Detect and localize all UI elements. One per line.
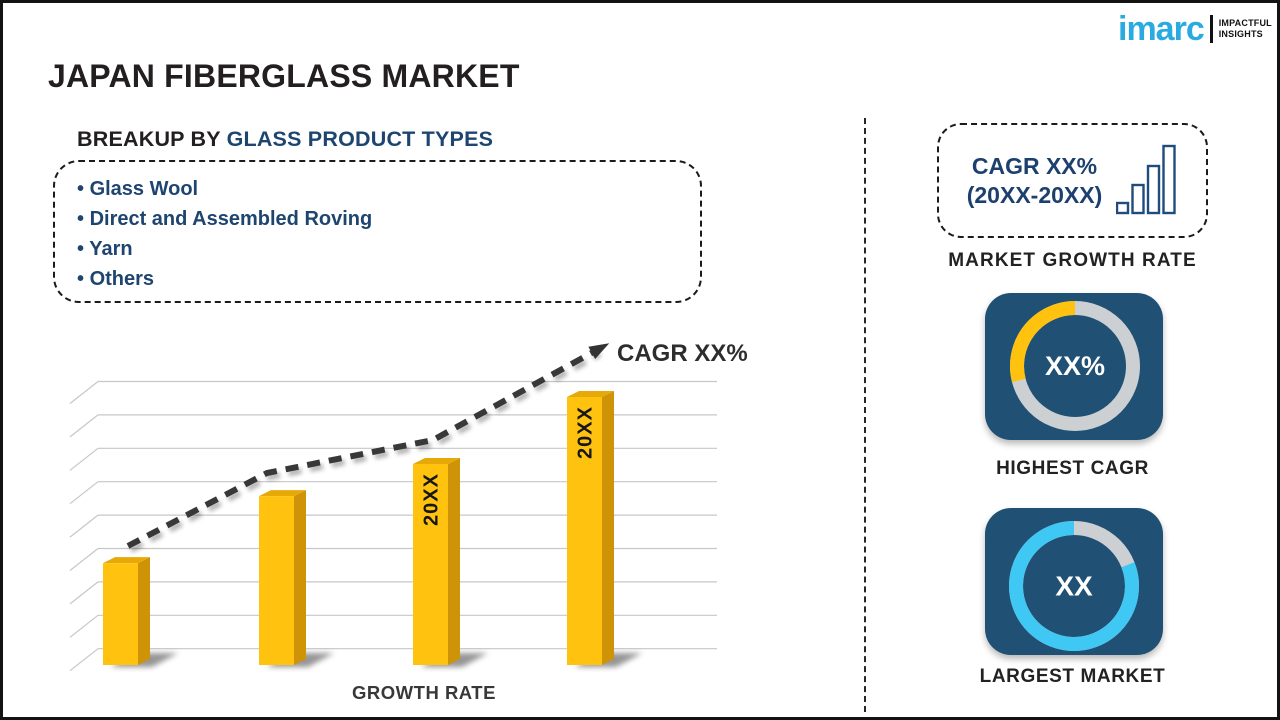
bar — [103, 563, 138, 665]
x-axis-label: GROWTH RATE — [352, 682, 496, 703]
cagr-box: CAGR XX% (20XX-20XX) — [937, 123, 1208, 238]
highest-cagr-label: HIGHEST CAGR — [996, 458, 1149, 479]
breakup-heading: BREAKUP BY GLASS PRODUCT TYPES — [77, 127, 493, 152]
page-title: JAPAN FIBERGLASS MARKET — [48, 58, 520, 94]
bar — [567, 397, 602, 665]
bar — [259, 496, 294, 665]
cagr-value: CAGR XX% — [971, 152, 1098, 179]
list-item: Others — [77, 264, 700, 294]
bar-top — [103, 557, 150, 564]
imarc-logo-text: imarc — [1118, 10, 1205, 48]
breakup-list-box: Glass Wool Direct and Assembled Roving Y… — [53, 160, 702, 303]
divider-bar — [1209, 15, 1213, 43]
bar-value-label: 20XX — [575, 406, 597, 459]
list-item: Direct and Assembled Roving — [77, 204, 700, 234]
trend-label: CAGR XX% — [617, 340, 748, 367]
bar-side — [448, 458, 460, 665]
highest-cagr-donut: XX% — [1010, 301, 1140, 431]
list-item: Glass Wool — [77, 174, 700, 204]
highest-cagr-card: XX% — [985, 293, 1163, 440]
logo-tagline-line2: INSIGHTS — [1218, 29, 1263, 39]
list-item: Yarn — [77, 234, 700, 264]
donut-value: XX% — [1045, 351, 1105, 381]
logo-tagline: IMPACTFUL INSIGHTS — [1219, 18, 1272, 41]
bar-top — [413, 458, 460, 464]
logo-tagline-line1: IMPACTFUL — [1218, 17, 1272, 28]
donut-value: XX — [1055, 571, 1093, 602]
breakup-list: Glass Wool Direct and Assembled Roving Y… — [55, 174, 700, 294]
bar-top — [567, 391, 614, 397]
vertical-divider — [864, 118, 866, 712]
donut-arc — [1010, 301, 1076, 383]
growth-bars-icon — [1116, 144, 1176, 214]
donut-arc — [1009, 521, 1139, 651]
largest-market-donut: XX — [1009, 521, 1139, 651]
bar-side — [294, 490, 306, 665]
largest-market-label: LARGEST MARKET — [979, 666, 1166, 687]
breakup-heading-highlight: GLASS PRODUCT TYPES — [226, 127, 494, 151]
bar-side — [138, 557, 150, 665]
imarc-logo: imarc IMPACTFUL INSIGHTS — [1118, 12, 1272, 46]
largest-market-card: XX — [985, 508, 1163, 655]
market-growth-rate-label: MARKET GROWTH RATE — [948, 250, 1197, 271]
trend-line — [126, 347, 599, 549]
bar-chart: 20XX 20XX CAGR XX% GROWTH RATE — [69, 340, 748, 703]
bar — [413, 464, 448, 665]
bar-side — [602, 391, 614, 665]
cagr-period: (20XX-20XX) — [966, 181, 1103, 208]
bar-value-label: 20XX — [421, 473, 443, 526]
cagr-box-text: CAGR XX% (20XX-20XX) — [967, 152, 1103, 210]
breakup-heading-prefix: BREAKUP BY — [77, 127, 227, 151]
bar-top — [259, 490, 306, 497]
arrowhead-icon — [588, 343, 610, 360]
